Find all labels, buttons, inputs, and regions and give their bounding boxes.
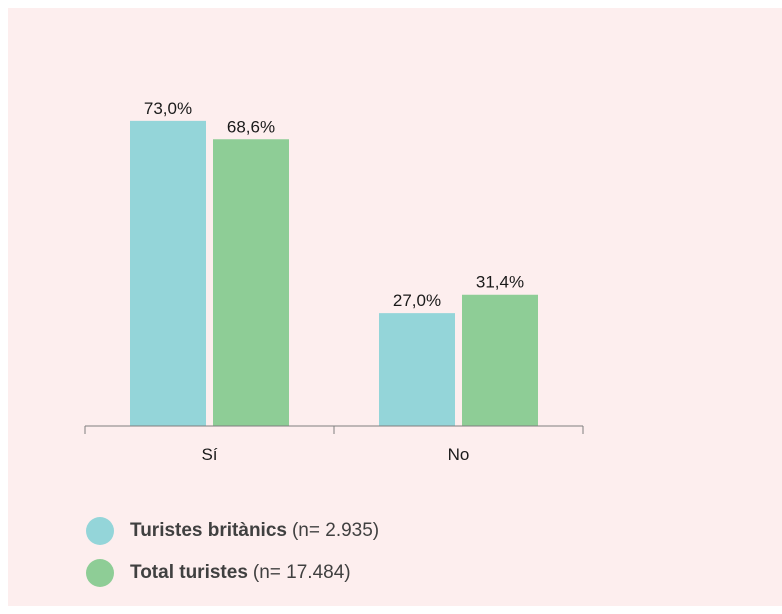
x-tick-label-1: Sí — [201, 445, 217, 464]
legend-note-series-1: (n= 2.935) — [291, 520, 380, 541]
bar-2-2 — [462, 294, 538, 426]
legend: Turistes britànics (n= 2.935) Total turi… — [86, 510, 379, 594]
x-tick-label-2: No — [448, 445, 470, 464]
chart-panel: 73,0% 68,6% Sí 27,0% 31,4% No Turistes britàn… — [8, 8, 782, 606]
bar-chart: 73,0% 68,6% Sí 27,0% 31,4% No — [84, 99, 584, 464]
data-label-1-1: 73,0% — [144, 99, 192, 118]
legend-label-series-1: Turistes britànics — [130, 520, 287, 541]
bar-1-1 — [130, 120, 206, 427]
legend-item-series-1: Turistes britànics (n= 2.935) — [86, 510, 379, 552]
bar-1-2 — [379, 313, 455, 426]
bar-2-1 — [213, 139, 289, 426]
legend-swatch-series-1 — [86, 517, 114, 545]
legend-note-series-2: (n= 17.484) — [252, 562, 351, 583]
legend-label-series-2: Total turistes — [130, 562, 248, 583]
data-label-2-1: 68,6% — [227, 117, 275, 136]
data-label-2-2: 31,4% — [476, 273, 524, 292]
data-label-1-2: 27,0% — [393, 291, 441, 310]
legend-item-series-2: Total turistes (n= 17.484) — [86, 552, 379, 594]
legend-swatch-series-2 — [86, 559, 114, 587]
